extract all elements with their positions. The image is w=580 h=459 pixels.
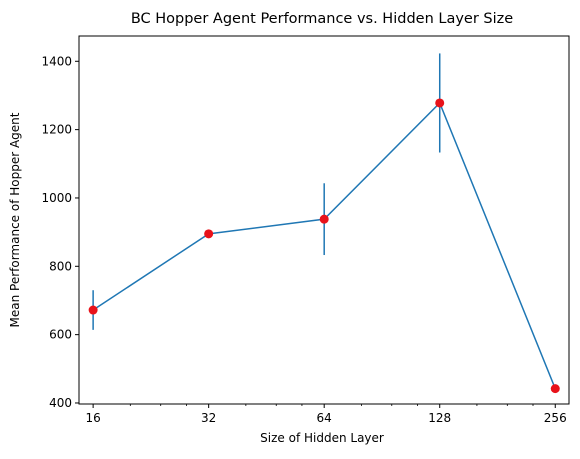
data-point — [550, 384, 560, 394]
data-point — [435, 98, 445, 108]
y-tick-label: 800 — [49, 259, 72, 273]
x-tick-label: 256 — [544, 411, 567, 425]
data-point — [88, 305, 98, 315]
y-tick-label: 1000 — [41, 191, 72, 205]
series-layer — [88, 53, 560, 394]
x-tick-label: 128 — [428, 411, 451, 425]
y-tick-label: 1200 — [41, 123, 72, 137]
x-tick-label: 64 — [317, 411, 332, 425]
y-axis-label: Mean Performance of Hopper Agent — [8, 112, 22, 327]
data-point — [204, 229, 214, 239]
y-tick-label: 600 — [49, 328, 72, 342]
data-point — [319, 214, 329, 224]
x-axis: 16 32 64 128 256 — [85, 404, 567, 425]
x-tick-label: 32 — [201, 411, 216, 425]
x-axis-label: Size of Hidden Layer — [260, 431, 384, 445]
y-tick-label: 1400 — [41, 54, 72, 68]
chart-title: BC Hopper Agent Performance vs. Hidden L… — [131, 11, 513, 27]
x-tick-label: 16 — [85, 411, 100, 425]
y-tick-label: 400 — [49, 396, 72, 410]
y-axis: 400 600 800 1000 1200 1400 — [41, 54, 79, 410]
